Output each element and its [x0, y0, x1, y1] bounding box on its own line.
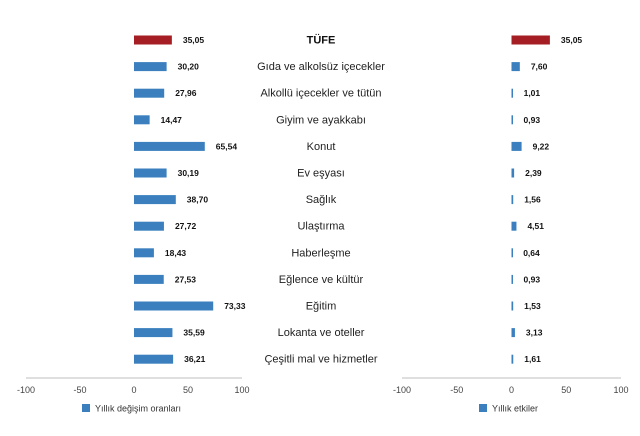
- bar: [134, 221, 164, 231]
- bar-value-label: 36,21: [184, 354, 206, 364]
- category-label: Haberleşme: [291, 247, 350, 259]
- bar-value-label: 18,43: [165, 248, 187, 258]
- bar: [134, 141, 205, 151]
- legend-label: Yıllık etkiler: [492, 404, 538, 414]
- x-tick-label: -50: [450, 385, 463, 395]
- bar-value-label: 65,54: [216, 141, 238, 151]
- bar: [511, 221, 517, 231]
- bar: [134, 115, 150, 125]
- bar: [511, 328, 515, 338]
- category-label: Alkollü içecekler ve tütün: [260, 88, 381, 100]
- category-label: Lokanta ve oteller: [278, 327, 365, 339]
- x-tick-label: 50: [183, 385, 193, 395]
- bar: [511, 88, 513, 98]
- bar: [134, 62, 167, 72]
- category-label: Eğitim: [306, 301, 337, 313]
- x-tick-label: 50: [561, 385, 571, 395]
- category-label: Konut: [307, 141, 336, 153]
- bar-value-label: 0,93: [524, 274, 541, 284]
- category-label: Ev eşyası: [297, 168, 345, 180]
- bar-value-label: 9,22: [533, 141, 550, 151]
- bar-value-label: 35,59: [183, 328, 205, 338]
- bar-value-label: 2,39: [525, 168, 542, 178]
- bar: [511, 62, 520, 72]
- bar: [511, 301, 514, 311]
- bar-value-label: 30,19: [178, 168, 200, 178]
- x-tick-label: -50: [73, 385, 86, 395]
- bar: [134, 195, 176, 205]
- bar: [134, 88, 165, 98]
- bar: [511, 354, 514, 364]
- bar: [134, 168, 167, 178]
- bar-value-label: 35,05: [183, 35, 205, 45]
- bar: [134, 301, 214, 311]
- bar-value-label: 35,05: [561, 35, 583, 45]
- bar: [511, 35, 550, 45]
- bar-value-label: 0,64: [523, 248, 540, 258]
- category-label: TÜFE: [307, 34, 336, 47]
- bar: [134, 35, 172, 45]
- bar: [511, 248, 513, 258]
- bar: [511, 274, 513, 284]
- bar: [134, 248, 154, 258]
- bar: [134, 354, 174, 364]
- category-label: Sağlık: [306, 194, 337, 206]
- x-tick-label: 100: [613, 385, 628, 395]
- bar-value-label: 4,51: [527, 221, 544, 231]
- bar-value-label: 27,72: [175, 221, 197, 231]
- bar: [511, 195, 514, 205]
- bar-value-label: 38,70: [187, 195, 209, 205]
- category-label: Gıda ve alkolsüz içecekler: [257, 61, 385, 73]
- x-tick-label: -100: [393, 385, 411, 395]
- bar-value-label: 1,53: [524, 301, 541, 311]
- x-tick-label: 100: [234, 385, 249, 395]
- bar: [511, 168, 515, 178]
- x-tick-label: -100: [17, 385, 35, 395]
- bar-value-label: 0,93: [524, 115, 541, 125]
- bar-value-label: 3,13: [526, 328, 543, 338]
- legend-swatch: [82, 404, 90, 412]
- bar-value-label: 1,56: [524, 195, 541, 205]
- bar: [134, 274, 164, 284]
- bar-value-label: 1,01: [524, 88, 541, 98]
- bar: [511, 115, 513, 125]
- bar-value-label: 7,60: [531, 62, 548, 72]
- bar-value-label: 27,53: [175, 274, 197, 284]
- category-label: Giyim ve ayakkabı: [276, 114, 366, 126]
- legend-label: Yıllık değişim oranları: [95, 404, 181, 414]
- bar-value-label: 14,47: [161, 115, 183, 125]
- bar-value-label: 27,96: [175, 88, 197, 98]
- x-tick-label: 0: [509, 385, 514, 395]
- x-tick-label: 0: [131, 385, 136, 395]
- bar: [134, 328, 173, 338]
- legend-swatch: [479, 404, 487, 412]
- category-label: Çeşitli mal ve hizmetler: [264, 354, 377, 366]
- bar: [511, 141, 522, 151]
- category-label: Ulaştırma: [297, 221, 345, 233]
- bar-value-label: 73,33: [224, 301, 246, 311]
- category-label: Eğlence ve kültür: [279, 274, 364, 286]
- bar-value-label: 30,20: [178, 62, 200, 72]
- bar-value-label: 1,61: [524, 354, 541, 364]
